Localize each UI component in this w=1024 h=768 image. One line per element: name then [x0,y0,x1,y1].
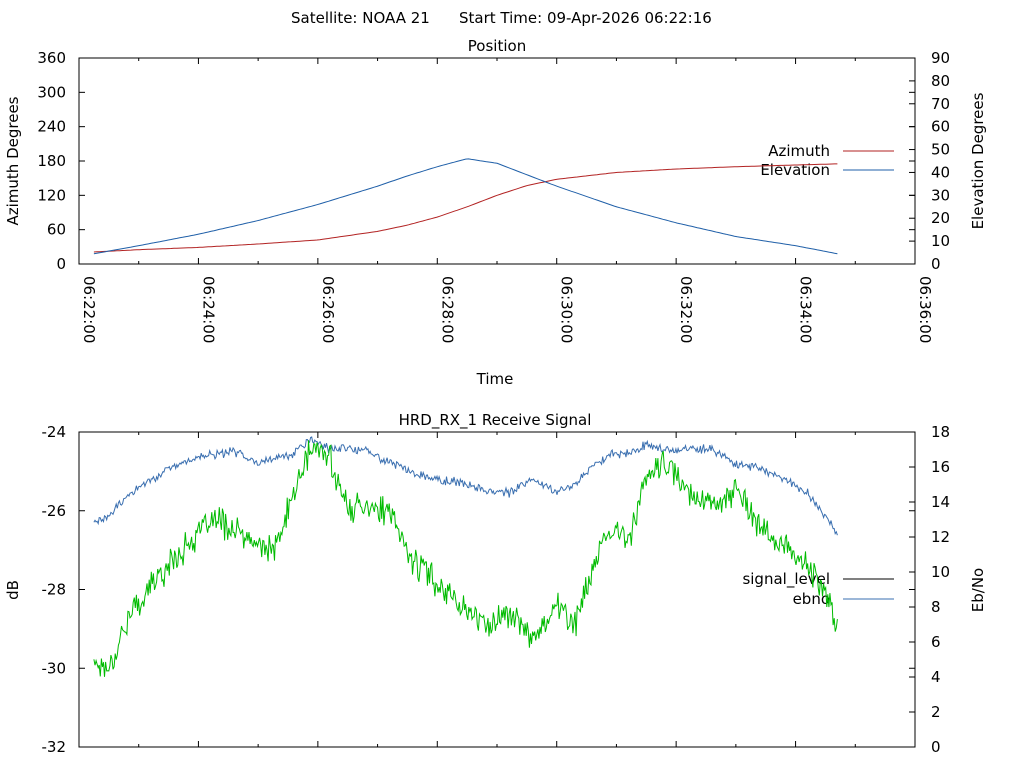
position-y2tick-label: 70 [931,95,950,113]
signal-level-series-line [93,440,838,677]
signal-ytick-label: -30 [42,659,67,677]
signal-y-axis-label: dB [4,580,22,600]
position-y2tick-label: 0 [931,255,941,273]
signal-y2tick-label: 12 [931,528,950,546]
position-y2tick-label: 60 [931,118,950,136]
position-chart-title: Position [468,37,526,55]
position-ytick-label: 240 [37,118,66,136]
legend-elevation-label: Elevation [760,161,830,179]
position-y2tick-label: 50 [931,141,950,159]
position-xtick-label: 06:26:00 [319,276,337,343]
legend-signal-level-label: signal_level [742,570,830,589]
signal-y2tick-label: 10 [931,563,950,581]
position-y2tick-label: 90 [931,49,950,67]
azimuth-series-line [93,163,838,253]
header-satellite: Satellite: NOAA 21 [291,9,430,27]
position-x-axis-label: Time [476,370,514,388]
position-xtick-label: 06:32:00 [677,276,695,343]
signal-y2tick-label: 2 [931,703,941,721]
signal-y2tick-label: 14 [931,493,950,511]
position-y2tick-label: 80 [931,72,950,90]
signal-y2tick-label: 6 [931,633,941,651]
signal-ytick-label: -26 [42,502,67,520]
position-ytick-label: 360 [37,49,66,67]
position-ytick-label: 300 [37,83,66,101]
position-y-axis-label: Azimuth Degrees [4,96,22,225]
position-y2tick-label: 40 [931,163,950,181]
signal-ytick-label: -24 [42,423,67,441]
signal-y2tick-label: 0 [931,738,941,756]
position-y2tick-label: 30 [931,186,950,204]
position-xtick-label: 06:24:00 [199,276,217,343]
legend-ebno-label: ebno [793,590,830,608]
signal-ytick-label: -32 [42,738,67,756]
position-y2tick-label: 10 [931,232,950,250]
position-xtick-label: 06:36:00 [916,276,934,343]
elevation-series-line [93,158,838,255]
position-ytick-label: 60 [47,221,66,239]
signal-y2tick-label: 8 [931,598,941,616]
signal-y2tick-label: 16 [931,458,950,476]
signal-y2tick-label: 18 [931,423,950,441]
legend-azimuth-label: Azimuth [768,142,830,160]
position-xtick-label: 06:28:00 [438,276,456,343]
position-y2tick-label: 20 [931,209,950,227]
signal-chart-title: HRD_RX_1 Receive Signal [399,411,592,430]
position-xtick-label: 06:22:00 [80,276,98,343]
position-xtick-label: 06:34:00 [797,276,815,343]
signal-y2tick-label: 4 [931,668,941,686]
ebno-series-line [93,436,838,536]
position-ytick-label: 180 [37,152,66,170]
position-ytick-label: 0 [56,255,66,273]
signal-y2-axis-label: Eb/No [969,568,987,612]
position-xtick-label: 06:30:00 [558,276,576,343]
signal-ytick-label: -28 [42,581,67,599]
position-ytick-label: 120 [37,186,66,204]
signal-frame [78,431,916,748]
header-start-time: Start Time: 09-Apr-2026 06:22:16 [459,9,712,27]
position-y2-axis-label: Elevation Degrees [969,92,987,229]
